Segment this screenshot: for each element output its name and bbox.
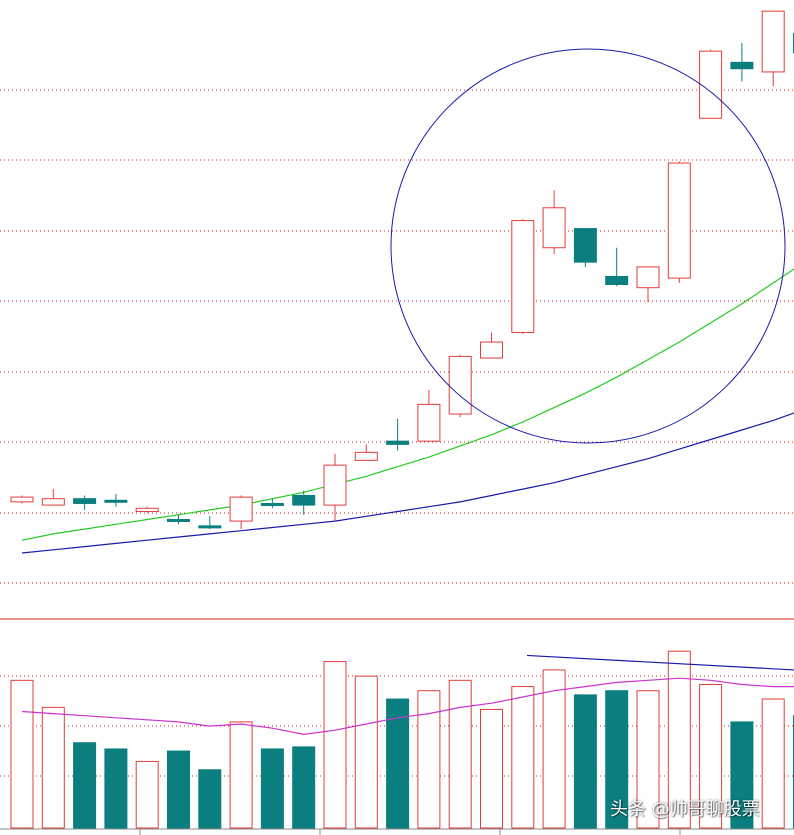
candle: [73, 495, 97, 510]
candle: [167, 514, 190, 525]
candle-body: [730, 61, 754, 70]
candle: [542, 190, 566, 255]
candle-body: [260, 502, 284, 506]
candle: [511, 218, 535, 335]
volume-bar: [761, 698, 785, 829]
volume-bar: [292, 746, 316, 829]
volume-bar: [667, 650, 691, 829]
candle: [386, 418, 410, 451]
candle: [292, 490, 316, 515]
volume-ma-line: [21, 677, 794, 736]
candle: [699, 49, 723, 119]
candle: [417, 390, 441, 442]
volume-bar: [135, 760, 159, 829]
candle-body: [167, 518, 190, 522]
candle-body: [667, 162, 691, 279]
candle: [605, 247, 629, 287]
candle-body: [292, 494, 316, 506]
candle: [573, 228, 597, 267]
candle: [354, 444, 378, 461]
volume-bar: [730, 721, 754, 829]
candle-body: [480, 341, 503, 359]
candle-body: [386, 440, 410, 445]
candle: [104, 493, 128, 507]
candle-body: [198, 525, 222, 529]
watermark: 头条 @帅哥聊股票: [610, 799, 760, 820]
volume-bar: [573, 694, 597, 829]
candle: [636, 266, 660, 303]
candle-body: [417, 403, 441, 442]
candle-body: [636, 266, 660, 289]
candle-body: [511, 220, 535, 333]
ma-long-line: [21, 268, 794, 541]
candle-body: [323, 464, 347, 506]
candle: [480, 332, 503, 359]
volume-bar: [167, 750, 190, 829]
volume-bar: [386, 698, 410, 829]
ma-short-line: [21, 412, 794, 554]
candle: [323, 453, 347, 522]
volume-bar: [198, 769, 222, 829]
candle-body: [104, 499, 128, 503]
volume-bar: [511, 686, 535, 829]
candle: [10, 495, 34, 504]
volume-bar: [229, 721, 253, 829]
candle-body: [448, 355, 472, 415]
candle: [229, 495, 253, 530]
volume-bar: [542, 669, 566, 829]
volume-bar: [480, 708, 503, 829]
candle: [730, 43, 754, 82]
moving-averages: [21, 268, 794, 554]
volume-bar: [448, 679, 472, 829]
candle-body: [41, 498, 65, 506]
candle: [41, 489, 65, 506]
volume-trend-line: [526, 654, 794, 671]
volume-bar: [699, 683, 723, 829]
annotations: [390, 48, 786, 444]
candle-body: [73, 498, 97, 504]
volume-bar: [605, 690, 629, 829]
volume-bar: [73, 742, 97, 829]
volume-bar: [10, 679, 34, 829]
candle: [198, 516, 222, 530]
candle: [761, 10, 785, 87]
candle-body: [605, 276, 629, 286]
price-grid: [0, 89, 794, 835]
candle: [135, 506, 159, 514]
candle-body: [761, 10, 785, 73]
candle-body: [573, 228, 597, 263]
highlight-circle: [390, 48, 786, 444]
candle: [260, 498, 284, 509]
candle-body: [135, 507, 159, 512]
candle-body: [229, 496, 253, 522]
volume-bar: [636, 690, 660, 829]
volume-bar: [417, 690, 441, 829]
candle-body: [10, 496, 34, 503]
volume-bar: [104, 748, 128, 829]
volume-bar: [260, 748, 284, 829]
volume-bar: [354, 675, 378, 829]
candle: [448, 354, 472, 418]
candle-body: [542, 207, 566, 249]
candle-body: [354, 451, 378, 461]
volume-bar: [41, 706, 65, 829]
candlesticks: [10, 10, 794, 530]
candle: [667, 161, 691, 283]
candle-body: [699, 50, 723, 119]
volume-bar: [323, 661, 347, 829]
